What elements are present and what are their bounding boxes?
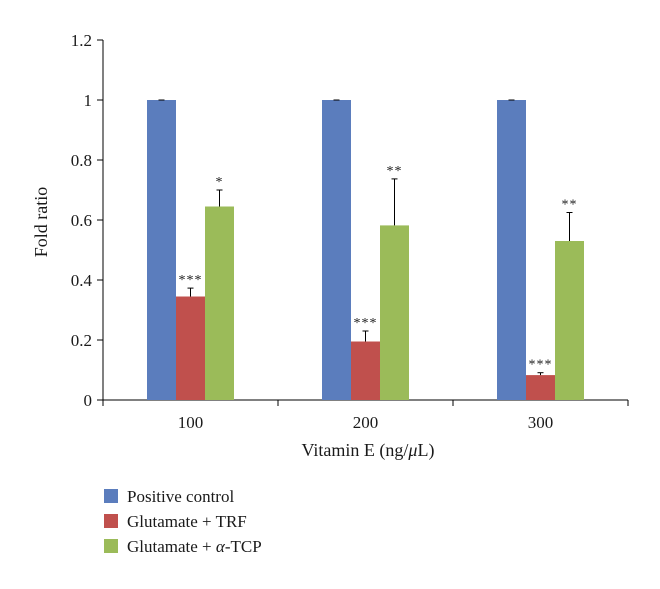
y-axis-ticks: 0 0.2 0.4 0.6 0.8 1 1.2: [71, 31, 103, 410]
y-tick-label: 0.8: [71, 151, 92, 170]
significance-label: **: [562, 198, 578, 213]
x-tick-label: 100: [178, 413, 204, 432]
bar: [497, 100, 526, 400]
x-tick-label: 300: [528, 413, 554, 432]
x-axis-title-main: Vitamin E (ng/: [302, 440, 409, 461]
bar: [205, 206, 234, 400]
y-tick-label: 0.6: [71, 211, 92, 230]
legend-label: Positive control: [127, 487, 234, 506]
significance-label: ***: [179, 273, 203, 288]
y-tick-label: 0.4: [71, 271, 93, 290]
x-axis-title-unit: μ: [407, 440, 417, 460]
significance-label: ***: [354, 316, 378, 331]
bar: [380, 225, 409, 400]
bar: [555, 241, 584, 400]
legend-alpha: α: [216, 537, 226, 556]
bar: [147, 100, 176, 400]
x-axis-ticks: 100 200 300: [102, 400, 629, 432]
significance-markers: **************: [179, 164, 578, 373]
y-tick-label: 1.2: [71, 31, 92, 50]
x-axis-title-end: L): [417, 440, 434, 461]
y-axis-title: Fold ratio: [31, 187, 51, 258]
y-tick-label: 1: [84, 91, 93, 110]
x-tick-label: 200: [353, 413, 379, 432]
error-bars: [158, 99, 573, 376]
legend-swatch: [104, 514, 118, 528]
significance-label: ***: [529, 358, 553, 373]
bar: [176, 296, 205, 400]
legend-swatch: [104, 489, 118, 503]
legend-swatch: [104, 539, 118, 553]
bar-series: [147, 100, 584, 400]
legend-label: Glutamate + TRF: [127, 512, 247, 531]
bar: [351, 341, 380, 400]
y-tick-label: 0.2: [71, 331, 92, 350]
bar: [526, 375, 555, 400]
significance-label: **: [387, 164, 403, 179]
legend: Positive control Glutamate + TRF Glutamate…: [104, 487, 262, 556]
legend-label: Glutamate + α-TCP: [127, 537, 262, 556]
bar: [322, 100, 351, 400]
y-tick-label: 0: [84, 391, 93, 410]
x-axis-title: Vitamin E (ng/μL): [302, 440, 435, 461]
significance-label: *: [216, 175, 224, 190]
